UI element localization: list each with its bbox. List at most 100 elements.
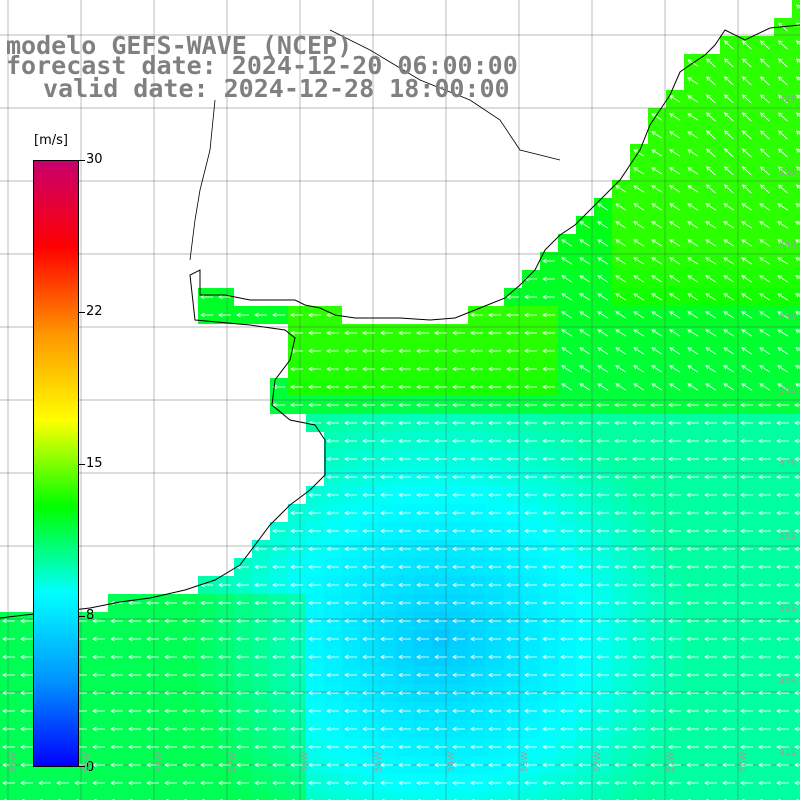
wind-arrow [796, 4, 800, 9]
wind-arrow-head [416, 456, 421, 462]
wind-arrow-head [687, 347, 692, 352]
wind-arrow-head [290, 600, 295, 606]
wind-arrow-head [794, 402, 799, 408]
wind-arrow-head [632, 780, 637, 786]
wind-arrow-head [578, 744, 583, 750]
wind-arrow-head [506, 762, 511, 768]
wind-arrow-head [632, 654, 637, 660]
wind-arrow-head [254, 600, 259, 606]
wind-arrow-head [182, 618, 187, 624]
wind-arrow-head [542, 762, 547, 768]
wind-arrow-head [470, 546, 475, 552]
wind-arrow-head [416, 528, 421, 534]
wind-arrow-head [705, 257, 710, 262]
wind-arrow-head [452, 330, 457, 336]
wind-arrow-head [596, 420, 601, 426]
wind-arrow [633, 383, 645, 391]
wind-arrow-head [722, 474, 727, 480]
wind-arrow-head [560, 600, 565, 606]
wind-arrow-head [326, 528, 331, 534]
wind-arrow-head [506, 312, 511, 318]
wind-arrow-head [740, 708, 745, 714]
wind-arrow-head [506, 528, 511, 534]
wind-arrow-head [687, 275, 692, 280]
wind-arrow [705, 221, 717, 229]
wind-arrow-head [236, 672, 241, 678]
wind-arrow [687, 221, 699, 229]
wind-arrow [777, 221, 789, 229]
wind-arrow [597, 329, 609, 337]
wind-arrow-head [668, 474, 673, 480]
wind-arrow-head [759, 184, 765, 189]
wind-arrow-head [795, 76, 800, 81]
wind-arrow [597, 203, 609, 211]
wind-arrow-head [614, 744, 619, 750]
wind-arrow-head [290, 510, 295, 516]
wind-arrow-head [488, 474, 493, 480]
wind-arrow-head [687, 239, 692, 244]
wind-arrow-head [290, 528, 295, 534]
wind-arrow-head [452, 510, 457, 516]
wind-arrow-head [452, 726, 457, 732]
wind-arrow [741, 293, 753, 301]
wind-arrow-head [344, 384, 349, 390]
wind-arrow-head [542, 366, 547, 372]
wind-arrow-head [777, 148, 783, 153]
wind-arrow-head [632, 690, 637, 696]
speed-cell [270, 792, 288, 800]
wind-arrow-head [308, 690, 313, 696]
wind-arrow-head [218, 582, 223, 588]
wind-arrow-head [632, 474, 637, 480]
wind-arrow-head [795, 148, 800, 153]
wind-arrow-head [669, 239, 674, 244]
wind-arrow-head [705, 239, 710, 244]
wind-arrow [796, 166, 800, 171]
wind-arrow-head [651, 203, 656, 208]
wind-arrow-head [380, 492, 385, 498]
wind-arrow-head [795, 293, 800, 298]
wind-arrow-head [524, 294, 529, 300]
wind-arrow-head [704, 564, 709, 570]
wind-arrow [633, 203, 645, 211]
wind-arrow-head [290, 780, 295, 786]
wind-arrow-head [794, 510, 799, 516]
wind-arrow-head [470, 708, 475, 714]
wind-arrow-head [740, 492, 745, 498]
wind-arrow-head [705, 166, 711, 171]
wind-arrow-head [686, 456, 691, 462]
wind-arrow-head [704, 438, 709, 444]
speed-cell [792, 378, 800, 396]
wind-arrow-head [578, 582, 583, 588]
wind-arrow-head [687, 167, 692, 172]
wind-arrow-head [452, 366, 457, 372]
wind-arrow [687, 275, 699, 283]
wind-arrow [706, 148, 716, 158]
speed-cell [360, 792, 378, 800]
wind-arrow [615, 347, 627, 355]
wind-arrow-head [488, 456, 493, 462]
wind-arrow-head [236, 582, 241, 588]
wind-arrow-head [777, 293, 782, 298]
wind-arrow-head [651, 185, 656, 190]
wind-arrow-head [506, 672, 511, 678]
wind-arrow-head [326, 744, 331, 750]
wind-arrow-head [452, 402, 457, 408]
wind-arrow-head [651, 311, 656, 316]
wind-arrow-head [687, 221, 692, 226]
wind-arrow [705, 311, 717, 319]
wind-arrow [706, 76, 716, 86]
wind-arrow-head [326, 636, 331, 642]
wind-arrow [615, 239, 627, 247]
wind-arrow-head [308, 762, 313, 768]
wind-arrow-head [794, 600, 799, 606]
wind-arrow-head [524, 528, 529, 534]
wind-arrow-head [290, 762, 295, 768]
wind-arrow [760, 94, 770, 104]
wind-arrow-head [272, 564, 277, 570]
wind-arrow [777, 383, 789, 391]
wind-arrow-head [633, 185, 638, 190]
wind-arrow-head [488, 636, 493, 642]
wind-arrow-head [687, 329, 692, 334]
wind-arrow-head [128, 744, 133, 750]
